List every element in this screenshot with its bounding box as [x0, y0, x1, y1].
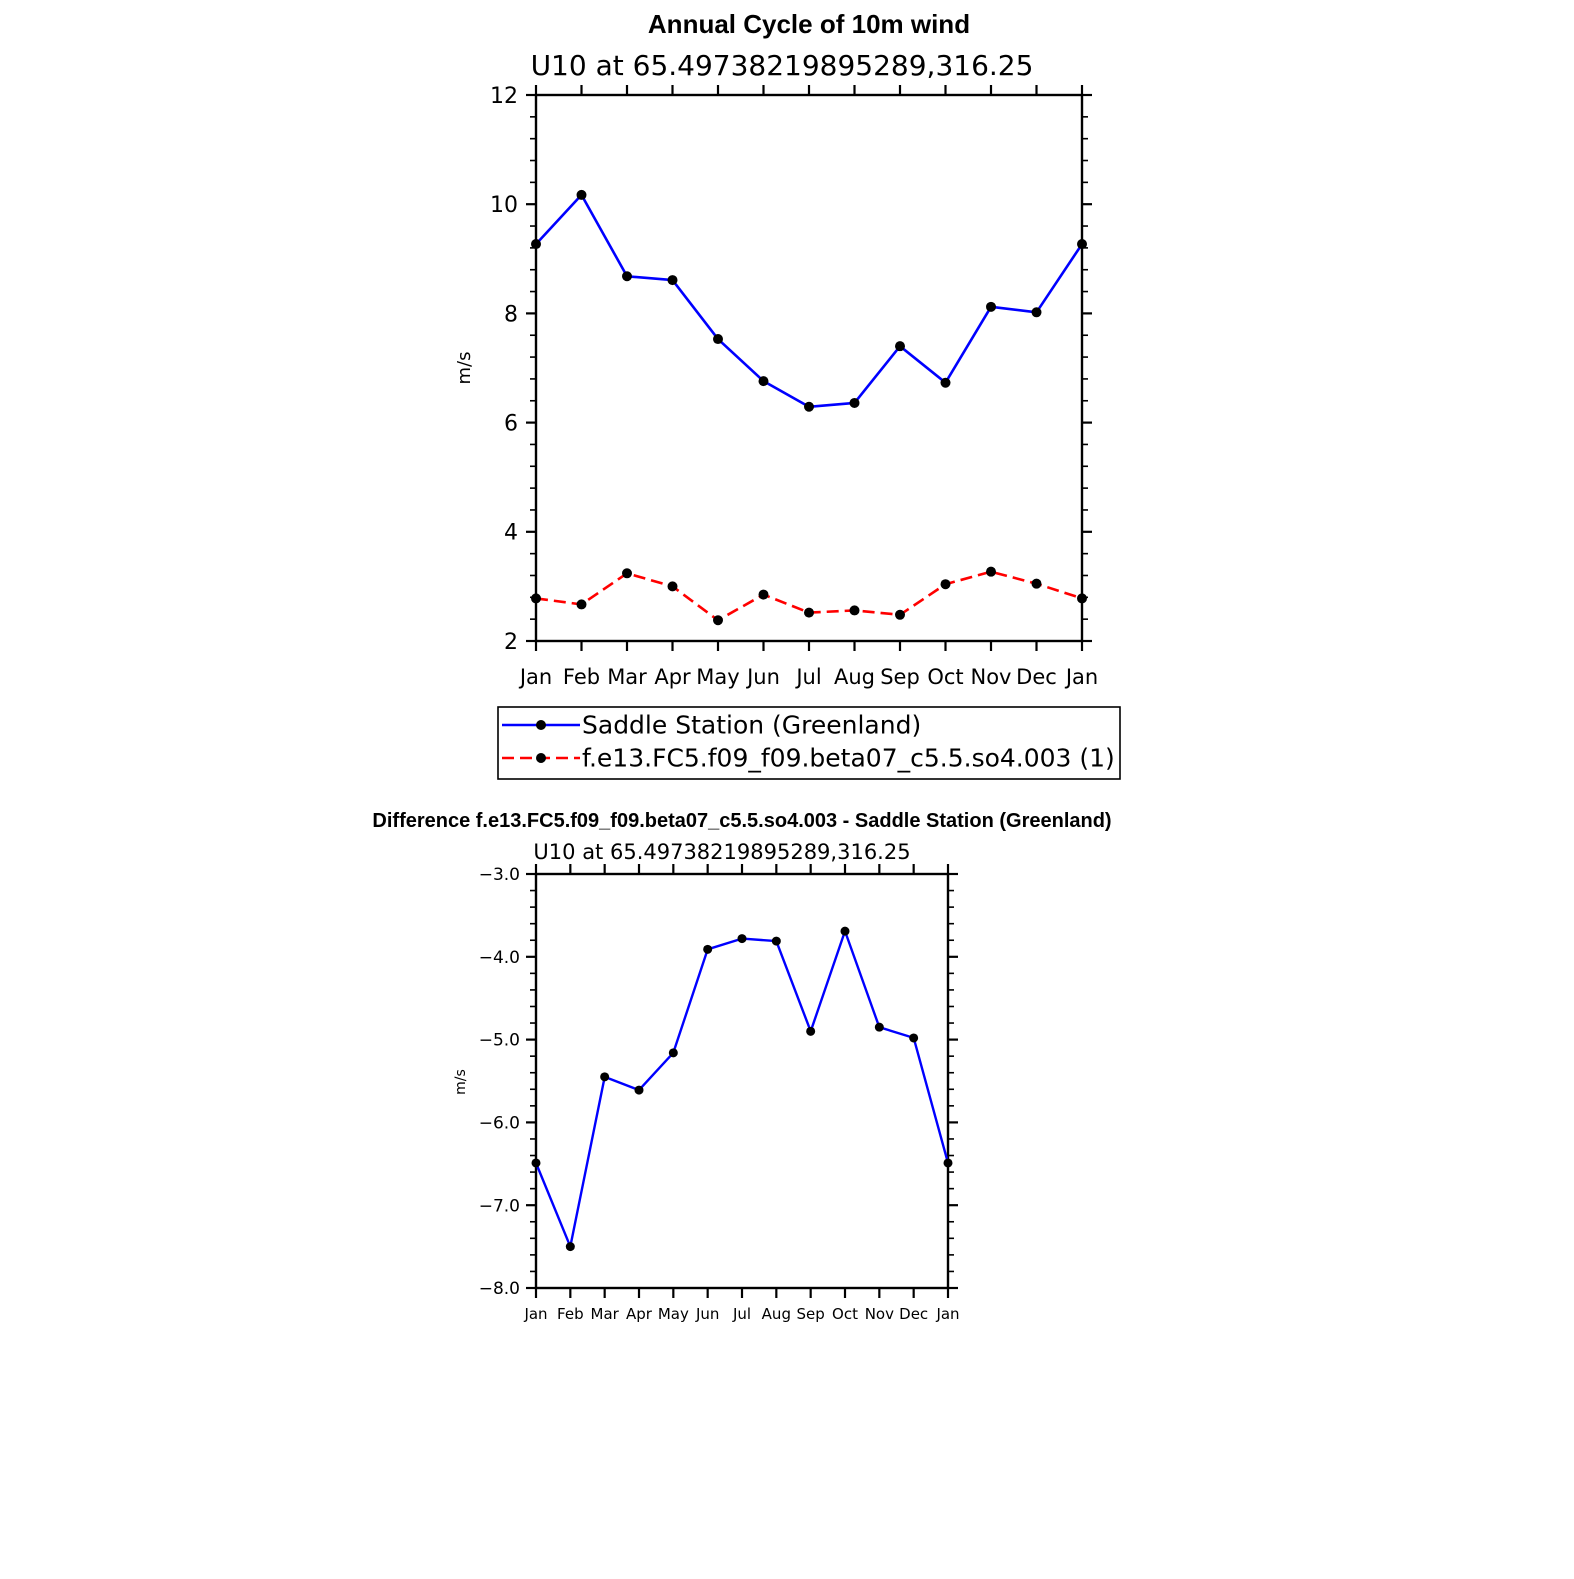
data-point: [634, 1085, 644, 1095]
data-point: [668, 1048, 678, 1058]
data-point: [804, 607, 814, 618]
y-tick-label: −4.0: [479, 948, 520, 968]
data-point: [622, 271, 632, 282]
data-point: [804, 401, 814, 412]
data-point: [703, 944, 713, 954]
x-tick-label: Sep: [797, 1305, 825, 1323]
legend-swatch-marker: [536, 753, 546, 763]
y-axis-label: m/s: [454, 352, 475, 385]
data-point: [986, 566, 996, 577]
legend: Saddle Station (Greenland) f.e13.FC5.f09_…: [497, 706, 1121, 780]
x-tick-label: Jan: [1064, 665, 1098, 689]
data-point: [986, 301, 996, 312]
x-tick-label: Aug: [834, 665, 875, 689]
y-tick-label: −7.0: [479, 1196, 520, 1216]
chart-title: Difference f.e13.FC5.f09_f09.beta07_c5.5…: [372, 810, 1111, 832]
y-tick-label: 4: [504, 521, 518, 546]
legend-box: [497, 706, 1121, 780]
x-tick-label: Jun: [745, 665, 780, 689]
data-point: [600, 1072, 610, 1082]
y-tick-label: −8.0: [479, 1279, 520, 1299]
x-tick-label: Nov: [971, 665, 1012, 689]
data-point: [840, 926, 850, 936]
y-axis-label: m/s: [453, 1069, 469, 1095]
x-tick-label: Oct: [832, 1305, 858, 1323]
y-tick-label: −5.0: [479, 1031, 520, 1051]
x-tick-label: Mar: [607, 665, 647, 689]
data-point: [895, 609, 905, 620]
legend-swatch-marker: [536, 720, 546, 730]
data-point: [576, 189, 587, 200]
x-tick-label: May: [696, 665, 739, 689]
x-tick-label: Jan: [523, 1305, 547, 1323]
data-point: [940, 377, 951, 388]
y-tick-label: 2: [504, 630, 518, 655]
x-tick-label: Jul: [794, 665, 821, 689]
x-tick-label: Apr: [626, 1305, 653, 1323]
chart-2: Difference f.e13.FC5.f09_f09.beta07_c5.5…: [372, 810, 1111, 1323]
y-tick-label: −3.0: [479, 865, 520, 885]
x-tick-label: Jun: [695, 1305, 719, 1323]
y-tick-label: 8: [504, 302, 518, 327]
y-tick-label: 6: [504, 412, 518, 437]
data-point: [1031, 307, 1042, 318]
x-tick-label: May: [658, 1305, 689, 1323]
data-point: [667, 275, 678, 286]
data-point: [713, 615, 723, 626]
data-point: [771, 936, 781, 946]
data-point: [713, 334, 723, 345]
x-tick-label: Mar: [591, 1305, 620, 1323]
data-point: [940, 579, 951, 590]
x-tick-label: Oct: [927, 665, 963, 689]
data-point: [531, 593, 541, 604]
x-tick-label: Jul: [732, 1305, 751, 1323]
chart-subtitle: U10 at 65.49738219895289,316.25: [531, 49, 1034, 82]
x-tick-label: Aug: [762, 1305, 791, 1323]
y-tick-label: 10: [490, 193, 518, 218]
data-point: [909, 1033, 919, 1043]
data-point: [622, 568, 632, 579]
x-tick-label: Feb: [557, 1305, 584, 1323]
data-point: [576, 599, 587, 610]
chart-1: Annual Cycle of 10m wind U10 at 65.497382…: [454, 9, 1121, 780]
x-tick-label: Sep: [880, 665, 920, 689]
data-point: [1031, 578, 1042, 589]
data-point: [943, 1158, 953, 1168]
x-tick-label: Apr: [654, 665, 691, 689]
data-point: [1077, 593, 1087, 604]
data-point: [737, 934, 747, 944]
y-tick-label: 12: [490, 84, 518, 109]
plot-frame: [534, 93, 1084, 643]
series-line-1: [535, 193, 1084, 409]
x-tick-label: Jan: [518, 665, 552, 689]
data-point: [874, 1022, 884, 1032]
x-tick-label: Nov: [865, 1305, 894, 1323]
data-point: [531, 239, 541, 250]
data-point: [1077, 239, 1087, 250]
x-tick-label: Dec: [1016, 665, 1057, 689]
legend-label: Saddle Station (Greenland): [582, 711, 921, 740]
chart-title: Annual Cycle of 10m wind: [648, 9, 970, 39]
data-point: [565, 1242, 575, 1252]
data-point: [758, 376, 769, 387]
data-point: [806, 1026, 816, 1036]
x-tick-label: Dec: [899, 1305, 928, 1323]
legend-label: f.e13.FC5.f09_f09.beta07_c5.5.so4.003 (1…: [582, 744, 1115, 773]
data-point: [531, 1158, 541, 1168]
data-point: [758, 589, 769, 600]
chart-subtitle: U10 at 65.49738219895289,316.25: [533, 840, 910, 864]
y-tick-label: −6.0: [479, 1114, 520, 1134]
series-line-1: [534, 929, 950, 1248]
data-point: [895, 341, 905, 352]
x-tick-label: Jan: [935, 1305, 959, 1323]
x-tick-label: Feb: [563, 665, 600, 689]
data-point: [667, 581, 678, 592]
data-point: [849, 397, 860, 408]
data-point: [849, 605, 860, 616]
